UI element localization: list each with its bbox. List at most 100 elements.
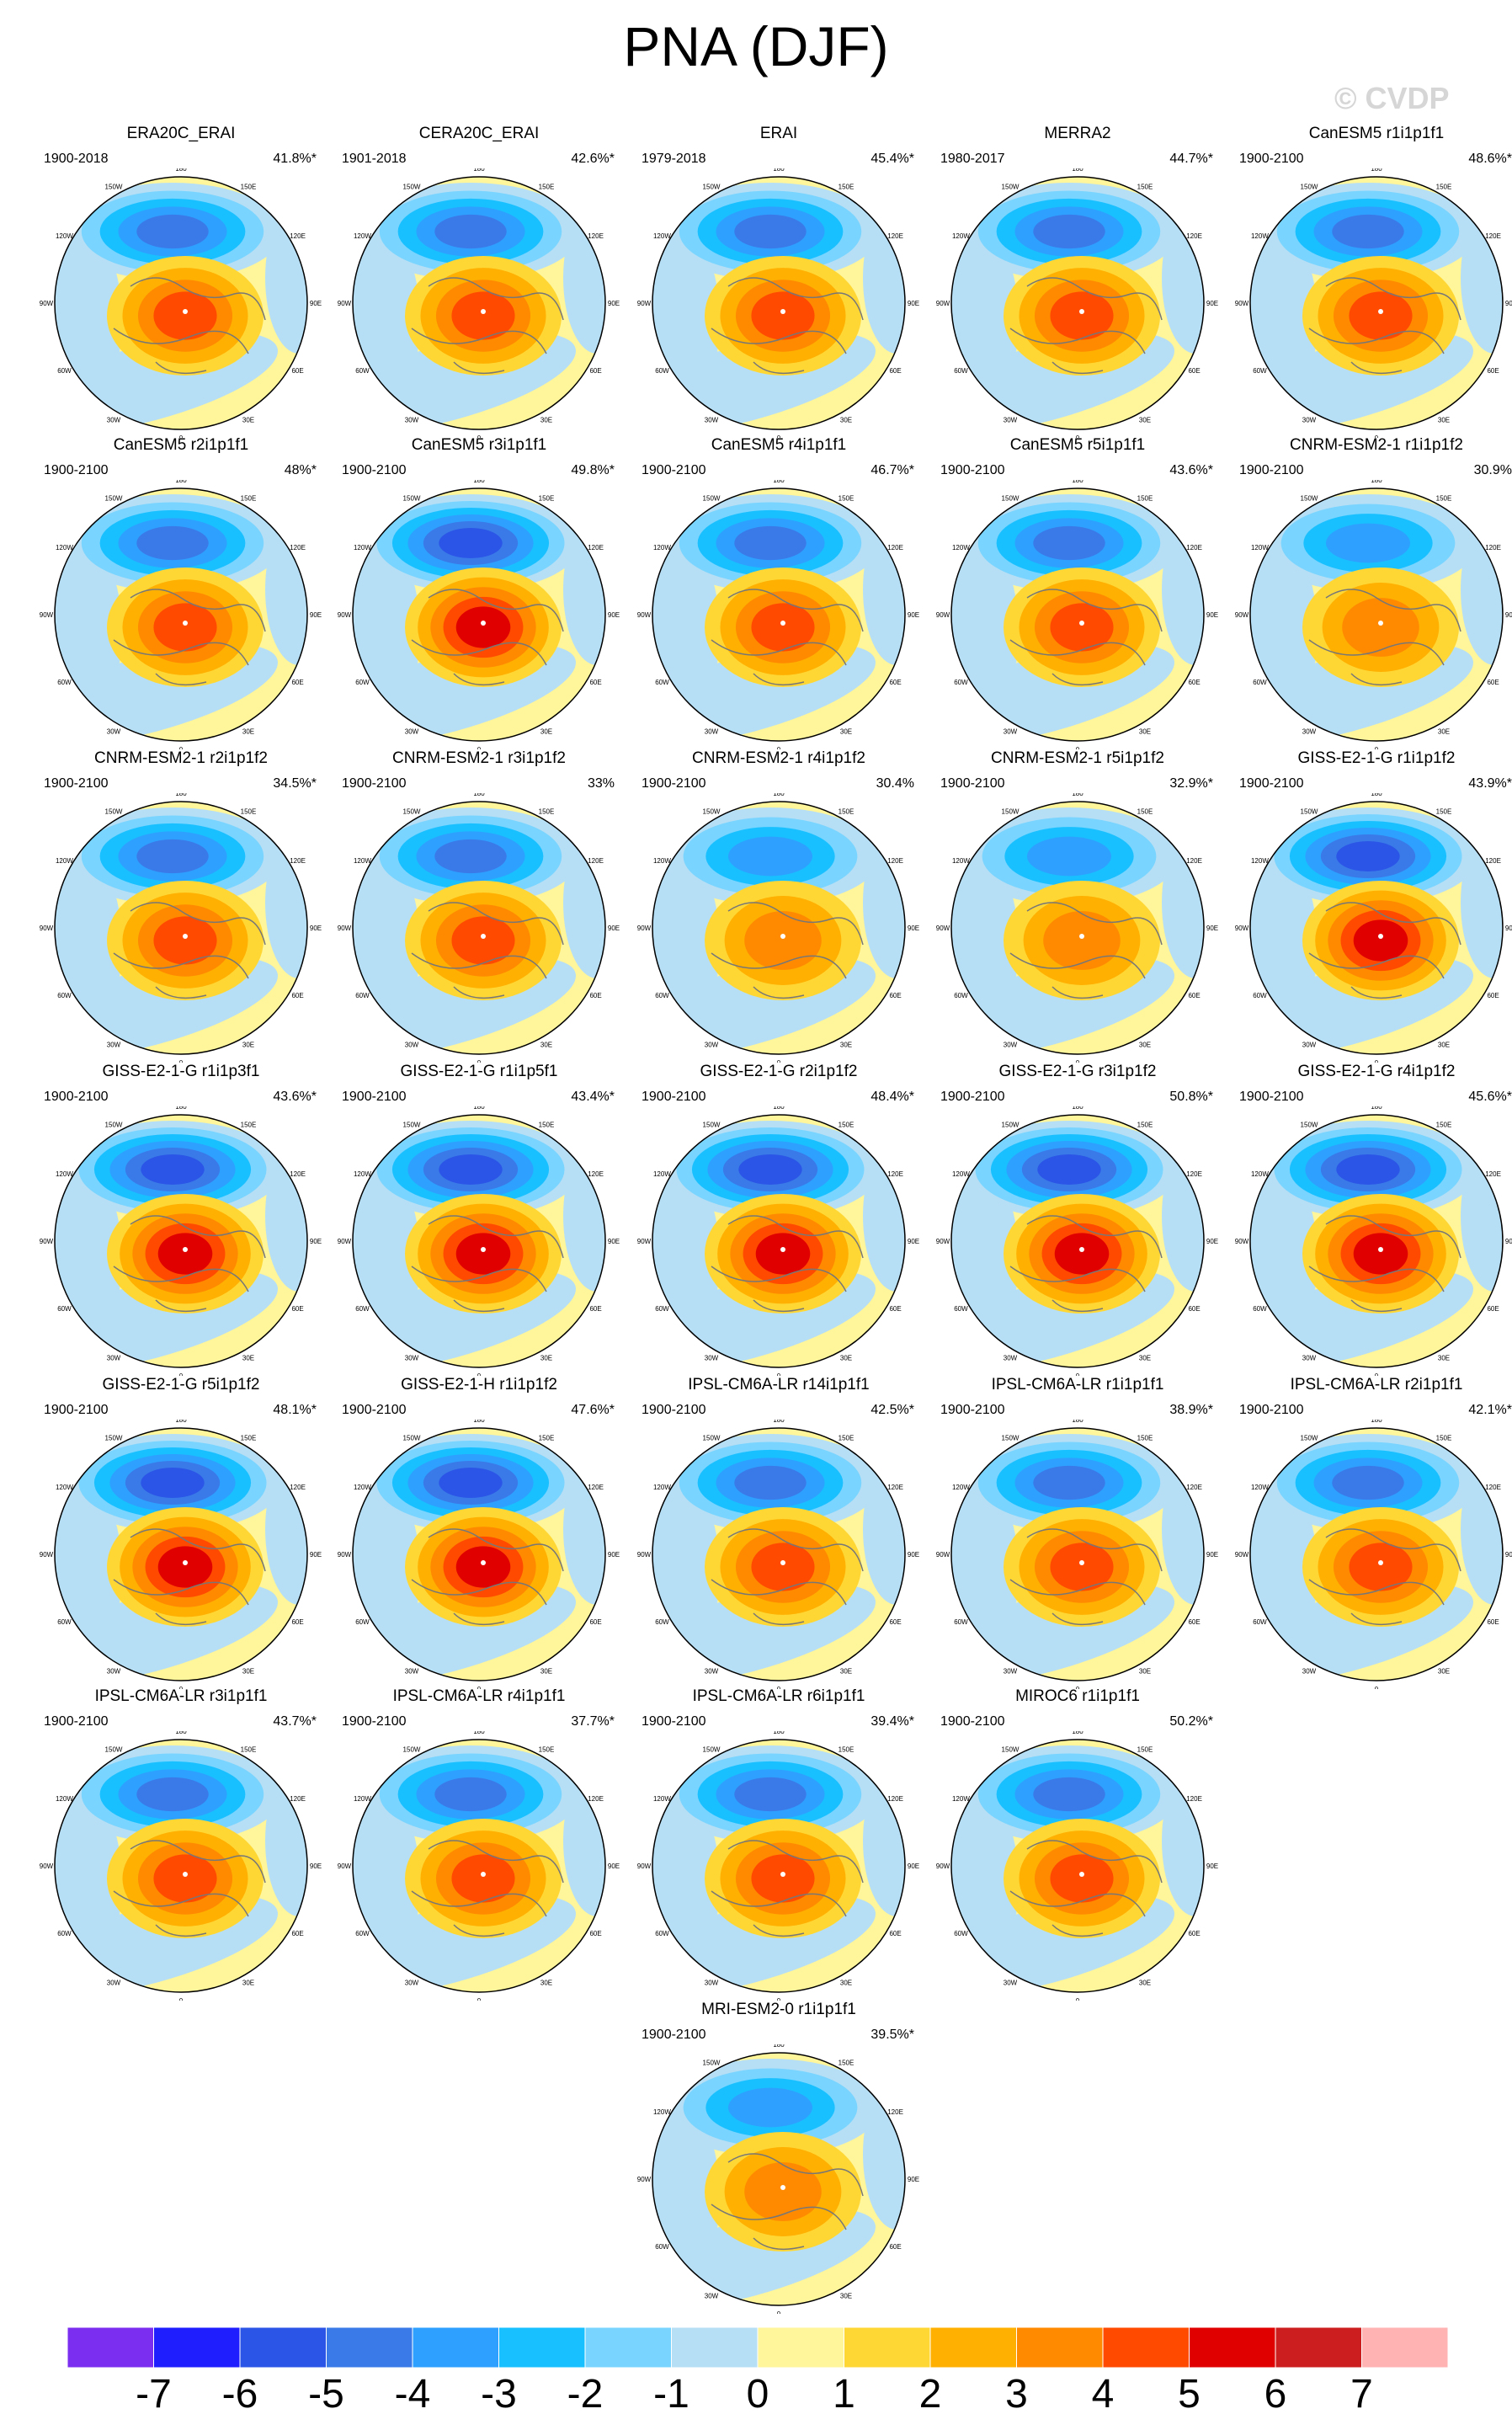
- negative-contour: [728, 2087, 812, 2128]
- longitude-label: 120E: [588, 544, 604, 552]
- longitude-label: 30E: [1139, 1980, 1151, 1987]
- longitude-label: 120E: [887, 2108, 903, 2116]
- longitude-label: 120W: [354, 1484, 371, 1491]
- map-panel: GISS-E2-1-G r1i1p3f1 1900-2100 43.6%* 180 15…: [34, 1063, 328, 1376]
- panel-period: 1900-2100: [1239, 152, 1304, 166]
- panel-variance-percent: 43.6%*: [1169, 463, 1213, 477]
- panel-variance-percent: 48.4%*: [870, 1090, 914, 1104]
- longitude-label: 90W: [936, 925, 950, 932]
- longitude-label: 90E: [608, 1862, 620, 1870]
- panel-title: GISS-E2-1-G r3i1p1f2: [998, 1063, 1157, 1080]
- longitude-label: 180: [175, 480, 187, 484]
- longitude-label: 30W: [405, 1668, 419, 1676]
- panel-title: GISS-E2-1-G r1i1p3f1: [102, 1063, 260, 1080]
- longitude-label: 120E: [1485, 1170, 1501, 1178]
- longitude-label: 0: [477, 1686, 482, 1689]
- polar-map: 180 150W 120W 90W 60W 30W 0 30E 60E 90E 120E 150E: [1235, 480, 1512, 749]
- coastline: [711, 1840, 864, 1937]
- longitude-label: 120W: [653, 1170, 671, 1178]
- longitude-label: 0: [1076, 1059, 1080, 1063]
- longitude-label: 180: [175, 1731, 187, 1735]
- longitude-label: 150W: [403, 1121, 421, 1128]
- longitude-label: 150E: [1436, 1434, 1452, 1441]
- longitude-label: 30W: [1004, 1980, 1018, 1987]
- colorbar-label: -1: [653, 2372, 689, 2417]
- longitude-label: 120E: [887, 857, 903, 865]
- longitude-label: 90W: [1235, 300, 1249, 307]
- longitude-label: 150W: [105, 183, 123, 190]
- negative-contour: [734, 214, 807, 249]
- negative-band-east: [863, 202, 905, 354]
- longitude-label: 60W: [655, 1930, 669, 1937]
- panel-period: 1900-2100: [342, 776, 407, 791]
- longitude-label: 0: [477, 1372, 482, 1376]
- longitude-label: 60E: [889, 367, 901, 375]
- longitude-label: 90W: [637, 1862, 652, 1870]
- longitude-label: 180: [1371, 168, 1382, 173]
- longitude-label: 150W: [403, 183, 421, 190]
- longitude-label: 90E: [310, 300, 322, 307]
- longitude-label: 150W: [1002, 183, 1020, 190]
- longitude-label: 120W: [1251, 232, 1269, 240]
- coastline: [711, 2153, 864, 2251]
- longitude-label: 30W: [705, 2293, 719, 2300]
- polar-map: 180 150W 120W 90W 60W 30W 0 30E 60E 90E 120E 150E: [637, 2044, 919, 2314]
- pole-marker: [780, 621, 785, 626]
- longitude-label: 90W: [1235, 611, 1249, 619]
- pole-marker: [1378, 934, 1383, 939]
- coastline: [711, 589, 864, 686]
- map-panel: CNRM-ESM2-1 r5i1p1f2 1900-2100 32.9%* 180 15…: [930, 749, 1225, 1063]
- colorbar-label: -4: [394, 2372, 431, 2417]
- longitude-label: 60W: [355, 1305, 370, 1313]
- longitude-label: 90E: [908, 1551, 919, 1559]
- positive-contour: [157, 1233, 213, 1275]
- longitude-label: 120W: [56, 232, 73, 240]
- panel-variance-percent: 30.4%: [876, 776, 914, 791]
- longitude-label: 30E: [1139, 1042, 1151, 1049]
- polar-map: 180 150W 120W 90W 60W 30W 0 30E 60E 90E 120E 150E: [338, 1420, 620, 1689]
- polar-map: 180 150W 120W 90W 60W 30W 0 30E 60E 90E 120E 150E: [637, 1731, 919, 2001]
- longitude-label: 30W: [705, 1042, 719, 1049]
- panel-title: ERAI: [759, 125, 798, 142]
- negative-contour: [1033, 214, 1105, 249]
- panel-variance-percent: 42.6%*: [571, 152, 615, 166]
- longitude-label: 90E: [1505, 611, 1512, 619]
- panel-period: 1900-2100: [44, 1403, 109, 1417]
- longitude-label: 90E: [1206, 611, 1218, 619]
- longitude-label: 150W: [105, 494, 123, 502]
- panel-title: ERA20C_ERAI: [126, 125, 236, 142]
- longitude-label: 120E: [1186, 1170, 1202, 1178]
- negative-contour: [136, 214, 209, 249]
- longitude-label: 30E: [540, 1042, 552, 1049]
- longitude-label: 30E: [540, 417, 552, 424]
- map-panel: GISS-E2-1-G r1i1p1f2 1900-2100 43.9%* 180 15…: [1229, 749, 1512, 1063]
- longitude-label: 120W: [354, 1170, 371, 1178]
- negative-band-east: [1461, 514, 1503, 665]
- longitude-label: 30E: [1139, 1355, 1151, 1362]
- longitude-label: 120W: [56, 1484, 73, 1491]
- pole-marker: [481, 621, 486, 626]
- map-panel: IPSL-CM6A-LR r4i1p1f1 1900-2100 37.7%* 180 1…: [332, 1687, 626, 2001]
- longitude-label: 150E: [241, 1745, 257, 1753]
- panel-period: 1900-2100: [342, 1714, 407, 1729]
- longitude-label: 90W: [338, 611, 352, 619]
- longitude-label: 90E: [1505, 1238, 1512, 1245]
- pole-marker: [1079, 1247, 1084, 1252]
- negative-contour: [1336, 841, 1400, 871]
- coastline: [1308, 1528, 1461, 1626]
- longitude-label: 0: [179, 746, 184, 749]
- positive-contour: [1050, 1854, 1114, 1903]
- panel-period: 1900-2100: [642, 1403, 706, 1417]
- positive-contour: [451, 291, 515, 340]
- pole-marker: [1079, 309, 1084, 314]
- longitude-label: 180: [1371, 1420, 1382, 1424]
- pole-marker: [780, 1560, 785, 1565]
- map-border: [352, 801, 606, 1055]
- longitude-label: 60W: [57, 367, 72, 375]
- polar-map: 180 150W 120W 90W 60W 30W 0 30E 60E 90E 120E 150E: [936, 1420, 1218, 1689]
- colorbar-swatch: [67, 2327, 154, 2369]
- panel-title: MIROC6 r1i1p1f1: [1015, 1687, 1140, 1705]
- panel-period: 1900-2100: [342, 463, 407, 477]
- longitude-label: 120W: [56, 1795, 73, 1803]
- panel-title: CNRM-ESM2-1 r2i1p1f2: [94, 749, 268, 767]
